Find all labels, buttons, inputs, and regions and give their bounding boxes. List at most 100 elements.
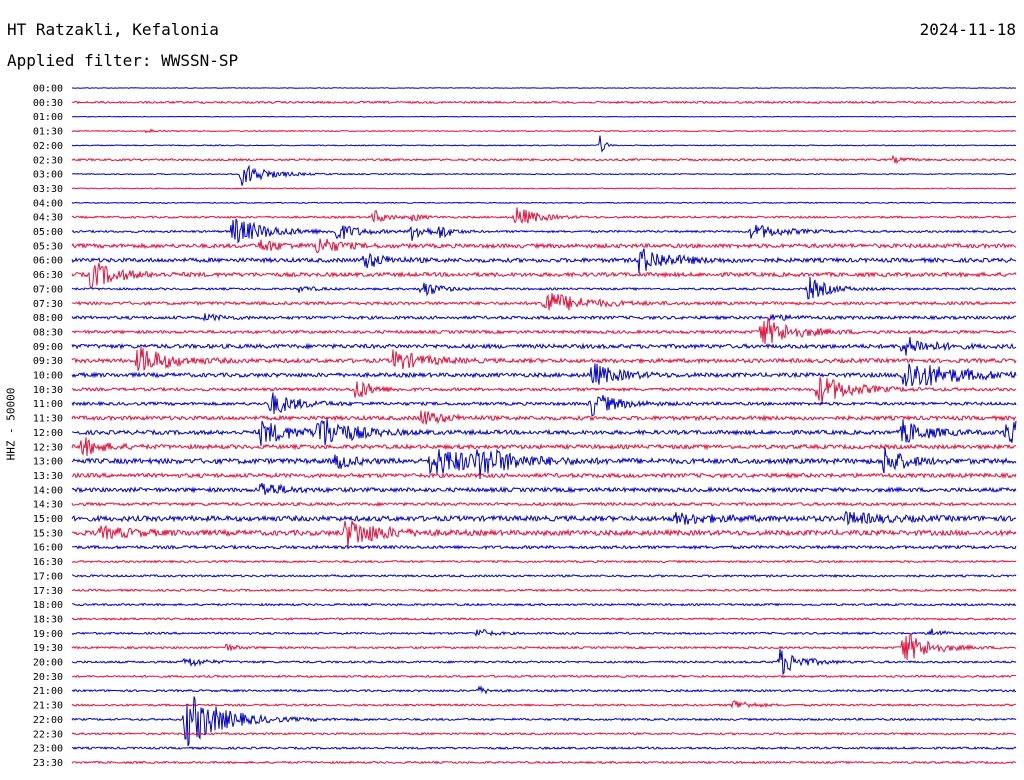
trace-row: [71, 248, 1017, 274]
time-label: 08:30: [33, 327, 63, 338]
time-label: 17:00: [33, 571, 63, 582]
trace-row: [71, 700, 1016, 709]
time-label: 04:30: [33, 213, 63, 224]
time-label: 18:00: [33, 600, 63, 611]
trace-row: [71, 164, 1017, 186]
time-label: 06:00: [33, 256, 63, 267]
trace-row: [71, 760, 1017, 765]
trace-row: [71, 632, 1017, 661]
time-label: 15:30: [33, 528, 63, 539]
time-label: 07:30: [33, 299, 63, 310]
time-label: 23:00: [33, 744, 63, 755]
trace-row: [71, 482, 1017, 495]
trace-row: [71, 559, 1017, 564]
time-label: 01:00: [33, 112, 63, 123]
trace-row: [71, 377, 1017, 405]
station-title: HT Ratzakli, Kefalonia: [7, 20, 219, 39]
time-label: 05:30: [33, 241, 63, 252]
trace-row: [71, 218, 1017, 244]
time-label: 12:30: [33, 442, 63, 453]
time-label: 14:00: [33, 485, 63, 496]
trace-row: [71, 154, 1017, 165]
trace-row: [71, 696, 1017, 747]
date-label: 2024-11-18: [919, 20, 1016, 39]
trace-row: [71, 313, 1017, 322]
trace-row: [71, 392, 1017, 417]
time-label: 02:00: [33, 141, 63, 152]
time-label: 16:30: [33, 557, 63, 568]
time-label: 22:00: [33, 715, 63, 726]
time-label: 21:30: [33, 701, 63, 712]
time-label: 21:00: [33, 686, 63, 697]
trace-row: [71, 674, 1017, 679]
time-label: 11:30: [33, 414, 63, 425]
time-label: 18:30: [33, 614, 63, 625]
trace-row: [71, 128, 1017, 134]
trace-row: [71, 602, 1017, 607]
trace-row: [71, 418, 1017, 447]
time-label: 13:30: [33, 471, 63, 482]
trace-row: [71, 501, 1017, 508]
trace-row: [71, 135, 1017, 153]
time-label: 10:00: [33, 371, 63, 382]
trace-row: [71, 573, 1017, 578]
trace-row: [71, 115, 1017, 118]
time-label: 12:00: [33, 428, 63, 439]
trace-row: [71, 410, 1017, 425]
trace-row: [71, 437, 1017, 457]
trace-row: [71, 510, 1017, 526]
time-label: 03:00: [33, 170, 63, 181]
trace-row: [71, 746, 1017, 751]
trace-row: [71, 731, 1017, 736]
trace-row: [71, 276, 1017, 300]
time-label: 14:30: [33, 500, 63, 511]
trace-row: [71, 337, 1017, 356]
time-labels: 00:00 00:30 01:00 01:30 02:00 02:30 03:00 03:30…: [33, 84, 63, 769]
time-label: 04:00: [33, 198, 63, 209]
trace-row: [71, 520, 1017, 550]
time-label: 11:00: [33, 399, 63, 410]
time-label: 15:00: [33, 514, 63, 525]
time-label: 20:30: [33, 672, 63, 683]
time-label: 16:00: [33, 543, 63, 554]
time-label: 01:30: [33, 127, 63, 138]
trace-row: [71, 201, 1017, 204]
trace-row: [71, 684, 1017, 695]
time-label: 00:30: [33, 98, 63, 109]
time-label: 09:30: [33, 356, 63, 367]
time-label: 10:30: [33, 385, 63, 396]
time-label: 22:30: [33, 729, 63, 740]
time-label: 09:00: [33, 342, 63, 353]
traces: [71, 87, 1017, 765]
trace-row: [71, 588, 1017, 593]
time-label: 17:30: [33, 586, 63, 597]
trace-row: [71, 262, 1017, 290]
trace-row: [71, 471, 1017, 480]
time-label: 19:30: [33, 643, 63, 654]
trace-row: [71, 187, 1017, 190]
trace-row: [71, 317, 1017, 345]
trace-row: [71, 87, 1017, 89]
trace-row: [71, 292, 1017, 311]
time-label: 00:00: [33, 84, 63, 95]
trace-row: [71, 238, 1017, 254]
trace-row: [71, 447, 1017, 480]
time-label: 20:00: [33, 658, 63, 669]
trace-row: [72, 544, 1017, 551]
trace-row: [71, 346, 1017, 371]
time-label: 23:30: [33, 758, 63, 769]
time-label: 19:00: [33, 629, 63, 640]
trace-row: [71, 648, 1017, 675]
trace-row: [71, 207, 1017, 224]
time-label: 07:00: [33, 284, 63, 295]
time-label: 06:30: [33, 270, 63, 281]
time-label: 05:00: [33, 227, 63, 238]
trace-row: [71, 628, 1017, 638]
trace-row: [71, 616, 1017, 621]
time-label: 08:00: [33, 313, 63, 324]
time-label: 03:30: [33, 184, 63, 195]
time-label: 13:00: [33, 457, 63, 468]
trace-row: [71, 363, 1017, 387]
time-label: 02:30: [33, 155, 63, 166]
